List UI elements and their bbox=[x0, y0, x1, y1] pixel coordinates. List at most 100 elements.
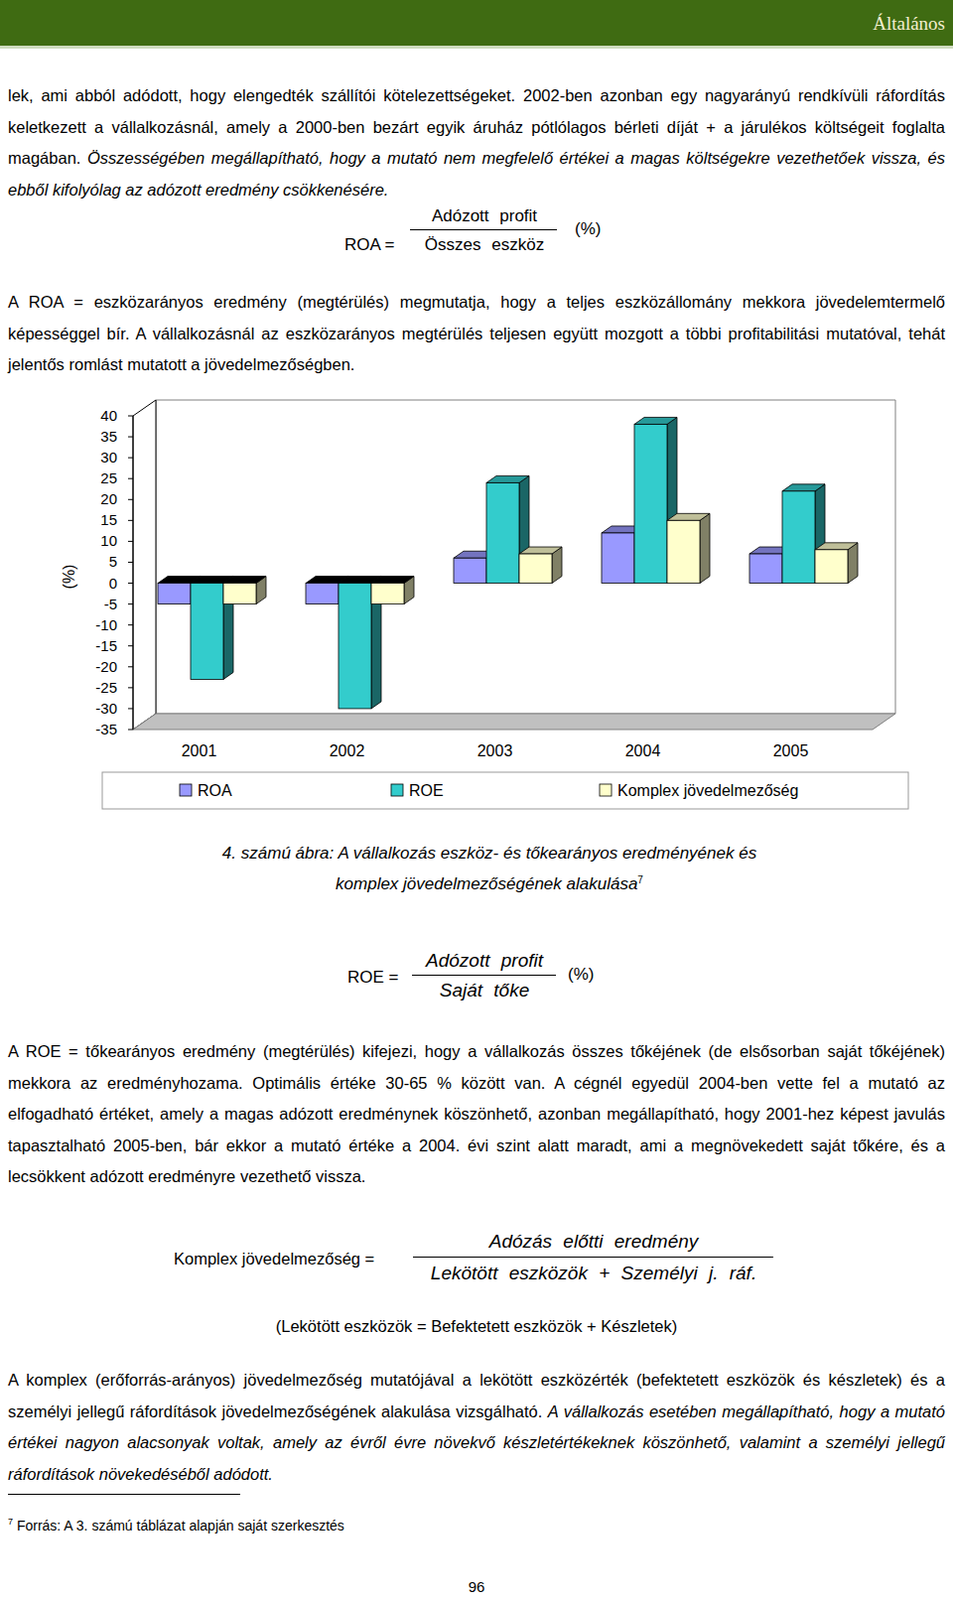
footnote: 7 Forrás: A 3. számú táblázat alapján sa… bbox=[7, 1516, 345, 1534]
caption-text: 4. számú ábra: A vállalkozás eszköz- és … bbox=[222, 843, 757, 863]
y-tick bbox=[128, 582, 134, 584]
bar-front bbox=[190, 583, 224, 681]
y-tick bbox=[128, 645, 134, 647]
y-tick bbox=[128, 478, 134, 480]
bar-top bbox=[371, 576, 414, 584]
y-tick bbox=[128, 624, 134, 626]
bar bbox=[223, 576, 267, 605]
formula-numerator: Adózott profit bbox=[431, 206, 538, 227]
back-wall bbox=[155, 400, 896, 714]
bar-front bbox=[486, 482, 520, 583]
formula-denominator: Lekötött eszközök + Személyi j. ráf. bbox=[430, 1262, 757, 1285]
bar-front bbox=[815, 549, 848, 584]
legend: ROA ROE Komplex jövedelmezőség bbox=[102, 772, 909, 810]
y-tick bbox=[128, 686, 134, 688]
side-wall bbox=[133, 400, 156, 730]
bar-front bbox=[519, 553, 552, 583]
fraction-line bbox=[412, 1256, 774, 1258]
y-tick-label: 30 bbox=[100, 448, 118, 466]
y-tick-label: 5 bbox=[109, 552, 118, 570]
x-tick-label: 2002 bbox=[329, 742, 366, 760]
y-tick bbox=[128, 603, 134, 605]
bar-top bbox=[634, 416, 678, 424]
y-tick-label: 40 bbox=[100, 407, 118, 424]
bars bbox=[157, 416, 858, 709]
caption-text: komplex jövedelmezőségének alakulása bbox=[335, 874, 638, 894]
bar bbox=[667, 513, 710, 583]
legend-swatch bbox=[391, 784, 404, 797]
bar-top bbox=[223, 576, 267, 584]
formula-denominator: Összes eszköz bbox=[424, 235, 545, 256]
legend-label: ROE bbox=[408, 782, 444, 800]
chart: -35-30-25-20-15-10-50510152025303540(%)2… bbox=[0, 0, 953, 1600]
text-run: Összességében megállapítható, hogy a mut… bbox=[7, 148, 946, 199]
bar-front bbox=[223, 583, 257, 605]
y-tick-label: -30 bbox=[95, 699, 118, 717]
bar-front bbox=[782, 491, 816, 584]
x-tick-label: 2003 bbox=[477, 742, 514, 760]
y-tick bbox=[128, 436, 134, 438]
fraction-line bbox=[409, 229, 557, 231]
y-tick-label: 35 bbox=[100, 427, 118, 445]
bar-side bbox=[699, 513, 710, 583]
legend-box bbox=[102, 772, 909, 810]
text-run: A ROA = eszközarányos eredmény (megtérül… bbox=[7, 292, 946, 374]
y-tick-label: -25 bbox=[95, 679, 118, 696]
footnote-ref: 7 bbox=[637, 874, 644, 886]
y-tick bbox=[128, 457, 134, 459]
y-tick-label: 0 bbox=[109, 574, 118, 592]
caption-line: 4. számú ábra: A vállalkozás eszköz- és … bbox=[222, 843, 757, 864]
y-tick-label: 15 bbox=[100, 511, 118, 529]
y-tick bbox=[128, 520, 134, 522]
bar-front bbox=[667, 520, 700, 583]
fraction-line bbox=[411, 974, 556, 976]
bar-front bbox=[749, 553, 783, 583]
bar-front bbox=[157, 583, 191, 605]
formula-lhs: Komplex jövedelmezőség = bbox=[173, 1249, 375, 1269]
bar-front bbox=[371, 583, 405, 605]
y-tick bbox=[128, 499, 134, 501]
formula-denominator: Saját tőke bbox=[439, 979, 531, 1002]
paragraph: A komplex (erőforrás-arányos) jövedelmez… bbox=[7, 1364, 946, 1491]
y-tick-label: -20 bbox=[95, 658, 118, 676]
y-tick-label: -15 bbox=[95, 637, 118, 655]
legend-label: Komplex jövedelmezőség bbox=[617, 782, 799, 800]
y-tick bbox=[128, 729, 134, 731]
paragraph: A ROA = eszközarányos eredmény (megtérül… bbox=[7, 286, 946, 382]
bar-top bbox=[782, 484, 825, 492]
y-tick bbox=[128, 666, 134, 668]
y-tick bbox=[128, 415, 134, 417]
y-tick bbox=[128, 541, 134, 543]
legend-swatch bbox=[599, 784, 612, 797]
bar-front bbox=[601, 533, 635, 584]
y-tick-label: 25 bbox=[100, 469, 118, 487]
paragraph: A ROE = tőkearányos eredmény (megtérülés… bbox=[7, 1036, 946, 1194]
x-tick-label: 2004 bbox=[625, 742, 662, 760]
y-tick bbox=[128, 707, 134, 709]
legend-swatch bbox=[179, 784, 192, 797]
bar bbox=[815, 543, 858, 584]
formula-numerator: Adózott profit bbox=[425, 950, 544, 972]
y-axis-label: (%) bbox=[60, 564, 78, 590]
y-tick-label: -10 bbox=[95, 616, 118, 634]
y-axis bbox=[133, 415, 135, 730]
bar-front bbox=[305, 583, 339, 605]
y-tick bbox=[128, 561, 134, 563]
bar-front bbox=[634, 423, 668, 583]
paragraph: lek, ami abból adódott, hogy elengedték … bbox=[7, 80, 946, 206]
formula-lhs: ROA = bbox=[344, 235, 396, 256]
footnote-rule bbox=[7, 1494, 241, 1496]
formula-unit: (%) bbox=[567, 964, 594, 985]
bar-top bbox=[667, 513, 710, 521]
header-title: Általános bbox=[872, 12, 946, 35]
caption-line: komplex jövedelmezőségének alakulása7 bbox=[335, 874, 644, 896]
bar-front bbox=[453, 557, 487, 583]
x-tick-label: 2005 bbox=[773, 742, 810, 760]
bar-top bbox=[519, 546, 562, 554]
header-bar: Általános bbox=[0, 0, 953, 49]
legend-label: ROA bbox=[197, 782, 233, 800]
formula-unit: (%) bbox=[574, 219, 601, 240]
bar-front bbox=[338, 583, 372, 709]
bar bbox=[519, 546, 562, 583]
footnote-marker: 7 bbox=[7, 1516, 13, 1527]
